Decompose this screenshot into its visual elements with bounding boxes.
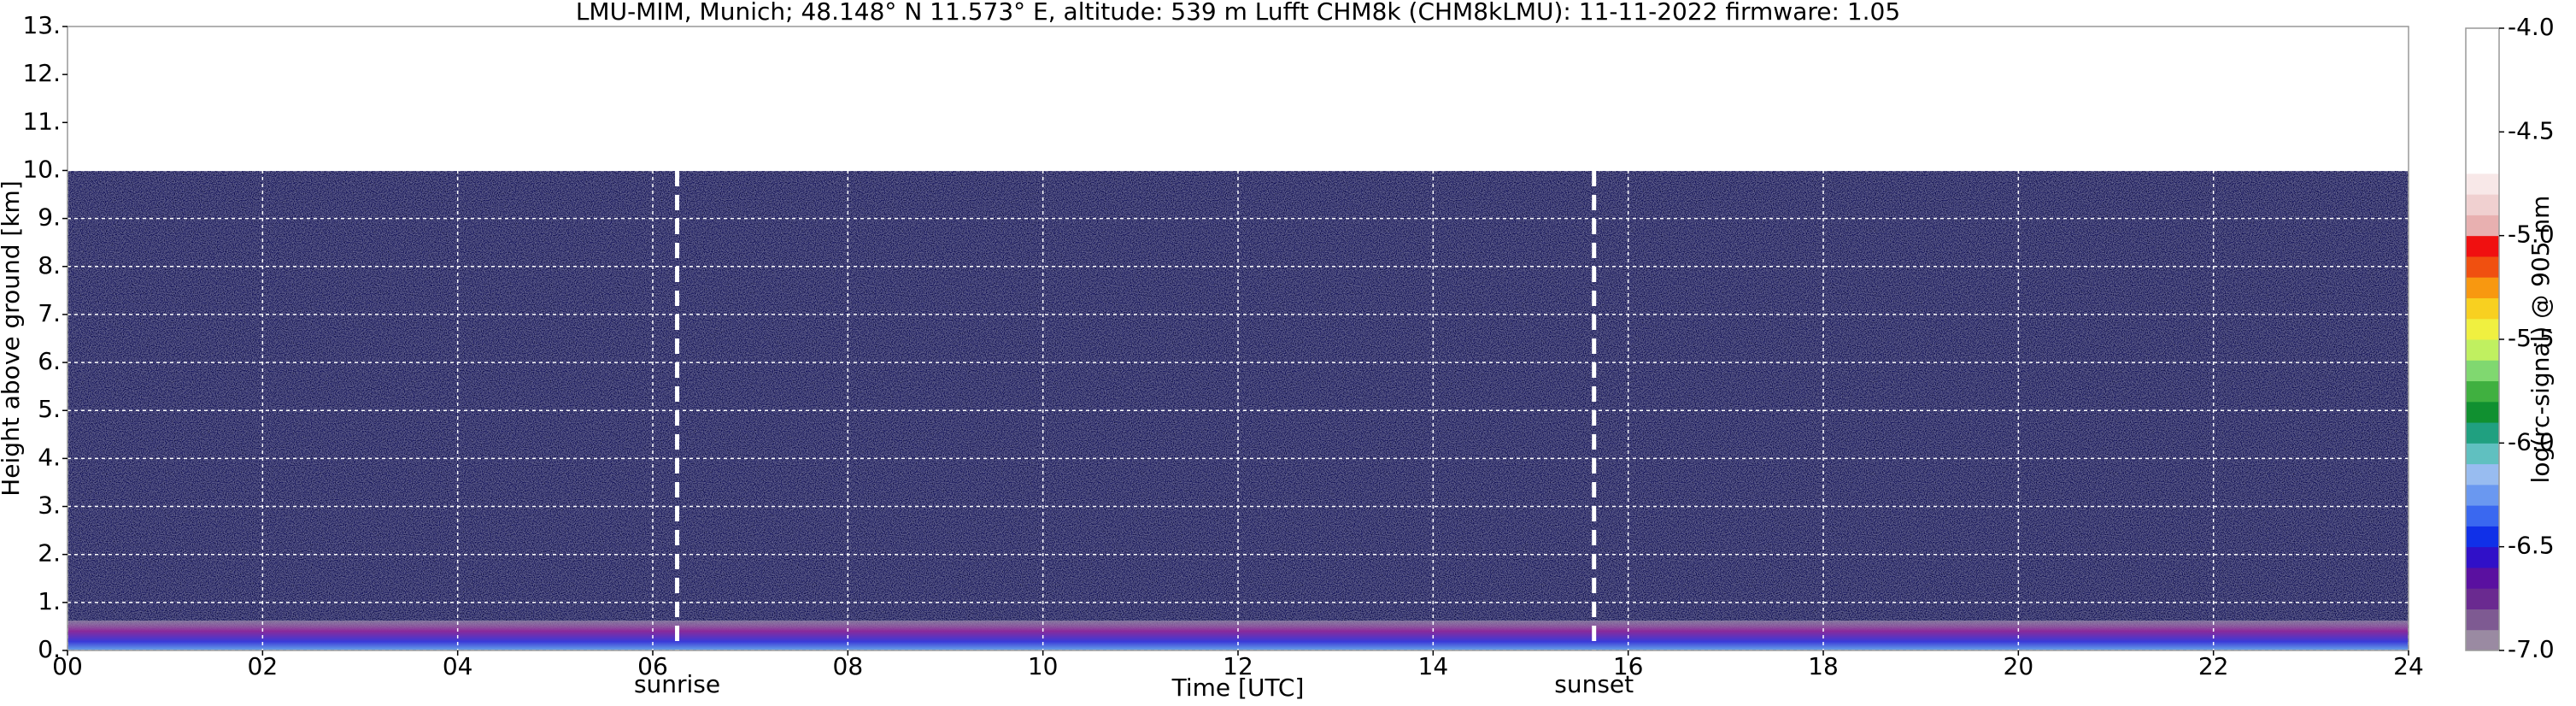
colorbar-bin bbox=[2466, 152, 2499, 174]
colorbar-bin bbox=[2466, 401, 2499, 423]
colorbar-bin bbox=[2466, 90, 2499, 112]
colorbar-label: log(rc-signal) @ 905 nm bbox=[2526, 196, 2555, 484]
colorbar-bin bbox=[2466, 567, 2499, 589]
x-tick-label: 24 bbox=[2393, 652, 2424, 680]
colorbar-bin bbox=[2466, 215, 2499, 237]
x-tick-label: 18 bbox=[1808, 652, 1839, 680]
y-tick-label: 4. bbox=[38, 443, 61, 471]
y-tick-label: 9. bbox=[38, 203, 61, 232]
colorbar-tick-label: -6.0 bbox=[2508, 427, 2555, 456]
y-tick-label: 10. bbox=[22, 155, 61, 183]
colorbar-bin bbox=[2466, 49, 2499, 71]
colorbar-bin bbox=[2466, 69, 2499, 91]
colorbar-bin bbox=[2466, 484, 2499, 506]
x-tick-label: 08 bbox=[833, 652, 864, 680]
colorbar-bin bbox=[2466, 277, 2499, 298]
colorbar-tick-label: -5.0 bbox=[2508, 221, 2555, 249]
colorbar-bin bbox=[2466, 132, 2499, 154]
colorbar-tick-label: -5.5 bbox=[2508, 324, 2555, 352]
colorbar-bin bbox=[2466, 297, 2499, 320]
colorbar-bin bbox=[2466, 173, 2499, 195]
y-tick-label: 3. bbox=[38, 491, 61, 520]
chart-title: LMU-MIM, Munich; 48.148° N 11.573° E, al… bbox=[576, 0, 1900, 26]
colorbar-bin bbox=[2466, 339, 2499, 361]
colorbar-bin bbox=[2466, 422, 2499, 444]
colorbar-tick-label: -4.5 bbox=[2508, 116, 2555, 144]
x-tick-label: 14 bbox=[1418, 652, 1449, 680]
colorbar-bin bbox=[2466, 526, 2499, 548]
colorbar-bin bbox=[2466, 505, 2499, 527]
colorbar-bin bbox=[2466, 318, 2499, 340]
annotation-label: sunset bbox=[1554, 670, 1634, 698]
x-tick-label: 20 bbox=[2004, 652, 2034, 680]
colorbar-bin bbox=[2466, 609, 2499, 631]
colorbar-bin bbox=[2466, 463, 2499, 485]
colorbar-bin bbox=[2466, 360, 2499, 382]
colorbar-tick-label: -4.0 bbox=[2508, 13, 2555, 41]
colorbar-tick-label: -6.5 bbox=[2508, 532, 2555, 560]
x-tick-label: 06 bbox=[637, 652, 668, 680]
y-tick-label: 11. bbox=[22, 107, 61, 135]
colorbar-bin bbox=[2466, 546, 2499, 568]
y-tick-label: 8. bbox=[38, 251, 61, 279]
colorbar-tick-label: -7.0 bbox=[2508, 635, 2555, 663]
y-tick-label: 2. bbox=[38, 539, 61, 568]
colorbar-bin bbox=[2466, 588, 2499, 609]
colorbar-bin bbox=[2466, 28, 2499, 50]
x-tick-label: 12 bbox=[1223, 652, 1253, 680]
x-tick-label: 02 bbox=[248, 652, 279, 680]
y-tick-label: 13. bbox=[22, 11, 61, 39]
x-tick-label: 16 bbox=[1613, 652, 1644, 680]
x-tick-label: 04 bbox=[443, 652, 473, 680]
y-tick-label: 5. bbox=[38, 395, 61, 423]
x-tick-label: 10 bbox=[1028, 652, 1059, 680]
colorbar-bin bbox=[2466, 629, 2499, 651]
colorbar-bin bbox=[2466, 256, 2499, 278]
colorbar-bin bbox=[2466, 443, 2499, 465]
y-tick-label: 0. bbox=[38, 635, 61, 663]
y-axis-label: Height above ground [km] bbox=[0, 180, 25, 497]
annotation-label: sunrise bbox=[634, 670, 720, 698]
y-tick-label: 12. bbox=[22, 59, 61, 87]
colorbar-bin bbox=[2466, 111, 2499, 132]
colorbar-bin bbox=[2466, 380, 2499, 403]
colorbar-bin bbox=[2466, 235, 2499, 257]
y-tick-label: 1. bbox=[38, 587, 61, 615]
x-tick-label: 00 bbox=[52, 652, 83, 680]
y-tick-label: 6. bbox=[38, 347, 61, 375]
y-tick-label: 7. bbox=[38, 299, 61, 327]
x-axis-label: Time [UTC] bbox=[1171, 674, 1305, 702]
x-tick-label: 22 bbox=[2198, 652, 2229, 680]
colorbar-bin bbox=[2466, 194, 2499, 215]
